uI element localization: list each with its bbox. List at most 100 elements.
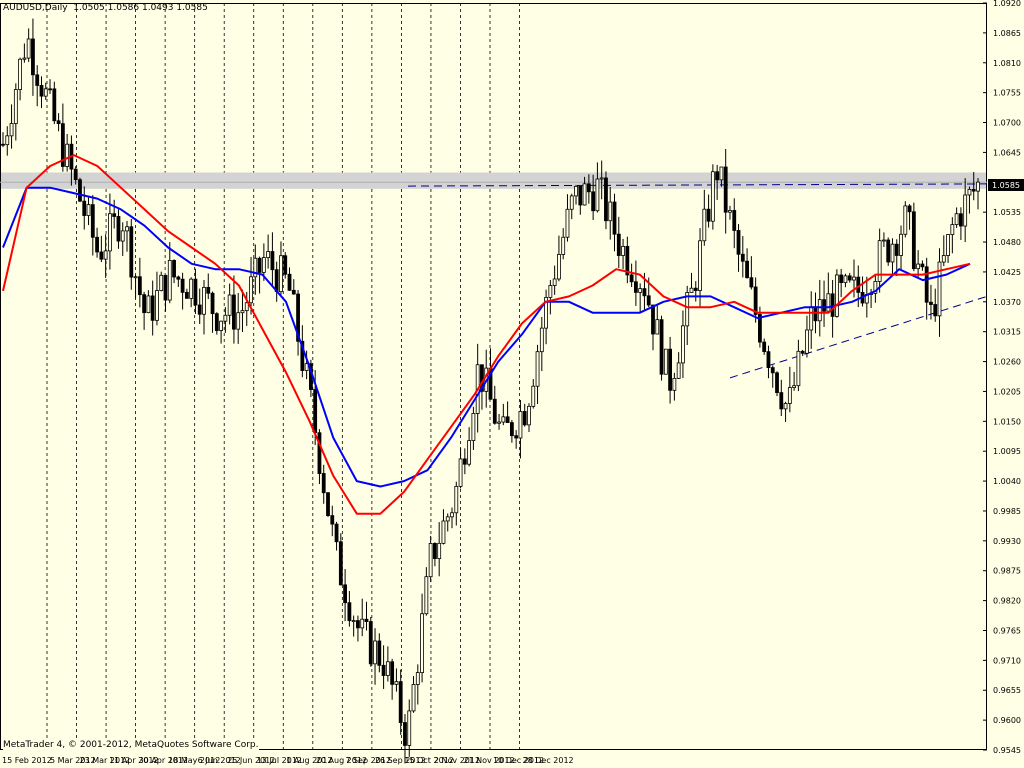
bear-candle-body xyxy=(753,286,758,315)
bull-candle-body xyxy=(552,278,557,286)
candle xyxy=(552,265,557,295)
bull-candle-body xyxy=(882,239,886,242)
bear-candle-body xyxy=(971,188,976,192)
bull-candle-body xyxy=(437,542,442,559)
bull-candle-body xyxy=(103,250,108,260)
bull-candle-body xyxy=(946,234,950,256)
candle xyxy=(544,289,548,345)
candle xyxy=(839,268,844,298)
bull-candle-body xyxy=(719,166,724,181)
bull-candle-body xyxy=(13,89,18,124)
bear-candle-body xyxy=(894,243,899,256)
candle xyxy=(676,352,681,380)
bull-candle-body xyxy=(950,224,955,235)
bear-candle-body xyxy=(732,210,737,231)
candle xyxy=(736,224,741,272)
candle xyxy=(578,185,583,215)
bull-candle-body xyxy=(937,261,942,317)
y-tick-label: 0.9600 xyxy=(993,716,1021,725)
candle xyxy=(433,542,437,567)
bear-candle-body xyxy=(142,294,147,314)
candle xyxy=(249,256,253,315)
candle xyxy=(155,271,159,326)
bear-candle-body xyxy=(847,275,852,281)
candle xyxy=(236,293,241,344)
candle xyxy=(800,349,805,356)
bull-candle-body xyxy=(304,363,309,371)
candle xyxy=(860,276,865,307)
bear-candle-body xyxy=(646,295,651,306)
candle xyxy=(261,243,266,281)
bear-candle-body xyxy=(642,288,647,297)
bear-candle-body xyxy=(715,171,720,181)
candle xyxy=(172,259,176,284)
bear-candle-body xyxy=(270,251,275,271)
candle xyxy=(514,430,519,449)
candle xyxy=(317,429,322,485)
candle xyxy=(719,166,724,187)
bull-candle-body xyxy=(385,661,390,676)
bear-candle-body xyxy=(390,661,395,685)
candle xyxy=(274,261,279,302)
candle xyxy=(125,220,129,252)
candle xyxy=(702,189,707,246)
bear-candle-body xyxy=(347,602,352,622)
bear-candle-body xyxy=(214,313,219,331)
candle xyxy=(616,216,621,268)
y-tick-label: 1.0865 xyxy=(993,29,1021,38)
bear-candle-body xyxy=(95,236,99,253)
bull-candle-body xyxy=(467,440,472,465)
candle xyxy=(364,601,369,631)
candle xyxy=(398,669,403,735)
candle xyxy=(90,195,95,256)
candle xyxy=(911,202,916,272)
bull-candle-body xyxy=(458,458,463,487)
candle xyxy=(890,238,895,275)
bear-candle-body xyxy=(330,515,335,525)
x-tick-label: 6 Jun 2012 xyxy=(198,756,241,765)
candle xyxy=(462,448,467,475)
candle xyxy=(899,225,903,270)
bear-candle-body xyxy=(60,123,65,167)
bull-candle-body xyxy=(146,295,151,314)
bull-candle-body xyxy=(261,257,266,273)
candle xyxy=(762,338,767,355)
candle xyxy=(770,365,775,388)
candle xyxy=(689,272,694,293)
candle xyxy=(501,403,506,426)
bear-candle-body xyxy=(381,664,386,676)
y-tick-label: 1.0370 xyxy=(993,298,1021,307)
bull-candle-body xyxy=(189,278,194,299)
candle xyxy=(792,371,797,391)
candle xyxy=(244,291,249,326)
candle xyxy=(270,232,275,286)
bull-candle-body xyxy=(535,351,540,387)
candle xyxy=(411,676,416,713)
bull-candle-body xyxy=(223,314,228,322)
bull-candle-body xyxy=(557,254,561,280)
bull-candle-body xyxy=(155,290,159,321)
candle xyxy=(163,274,168,312)
bull-candle-body xyxy=(783,403,788,410)
y-tick-label: 1.0040 xyxy=(993,477,1021,486)
copyright-label: MetaTrader 4, © 2001-2012, MetaQuotes So… xyxy=(3,740,259,750)
bear-candle-body xyxy=(958,213,963,227)
candle xyxy=(749,256,754,290)
bear-candle-body xyxy=(56,120,61,125)
candle xyxy=(108,193,112,270)
bear-candle-body xyxy=(522,411,527,426)
bull-candle-body xyxy=(805,329,809,354)
bear-candle-body xyxy=(766,351,771,369)
bear-candle-body xyxy=(911,211,916,270)
ohlc-label: 1.0505 1.0586 1.0493 1.0585 xyxy=(73,3,208,13)
candle xyxy=(257,256,262,294)
candle xyxy=(368,616,373,667)
bear-candle-body xyxy=(612,201,617,235)
candle xyxy=(184,288,189,299)
candle xyxy=(753,277,758,323)
bull-candle-body xyxy=(428,543,433,578)
candle xyxy=(706,194,711,228)
candle xyxy=(595,162,600,213)
bull-candle-body xyxy=(441,520,446,544)
bull-candle-body xyxy=(133,276,138,279)
